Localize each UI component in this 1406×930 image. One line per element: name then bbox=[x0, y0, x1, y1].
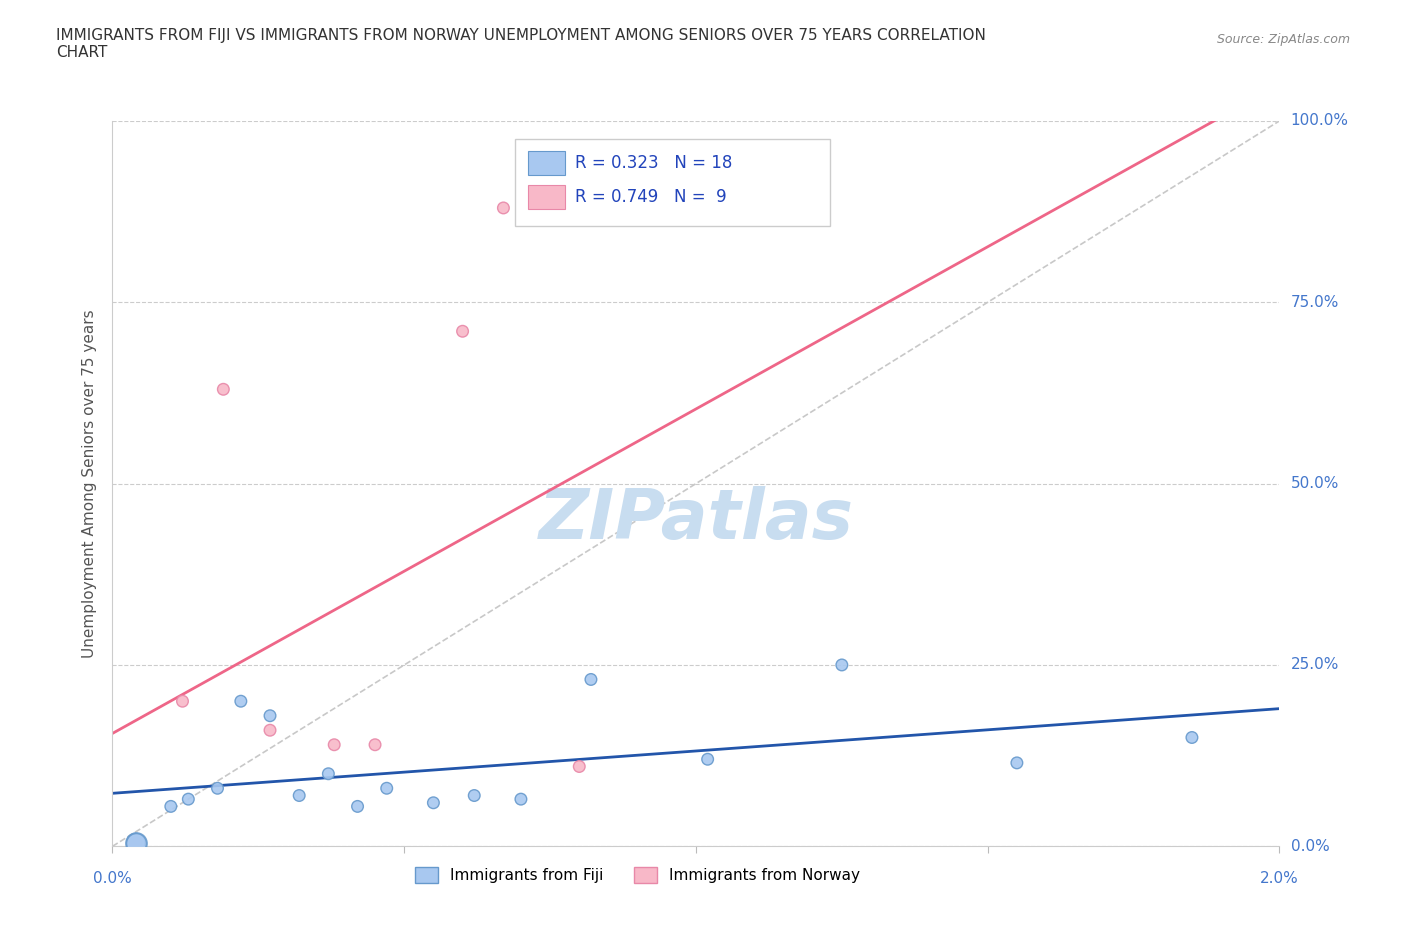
Point bbox=[318, 766, 340, 781]
Text: 0.0%: 0.0% bbox=[1291, 839, 1329, 854]
Point bbox=[125, 835, 148, 850]
Point bbox=[364, 737, 387, 752]
Point bbox=[346, 799, 368, 814]
Point bbox=[160, 799, 183, 814]
Legend: Immigrants from Fiji, Immigrants from Norway: Immigrants from Fiji, Immigrants from No… bbox=[409, 861, 866, 889]
Text: Source: ZipAtlas.com: Source: ZipAtlas.com bbox=[1216, 33, 1350, 46]
Text: ZIPatlas: ZIPatlas bbox=[538, 486, 853, 553]
Point bbox=[323, 737, 346, 752]
Point bbox=[288, 788, 311, 803]
Point bbox=[1005, 755, 1028, 770]
Text: 25.0%: 25.0% bbox=[1291, 658, 1339, 672]
Text: IMMIGRANTS FROM FIJI VS IMMIGRANTS FROM NORWAY UNEMPLOYMENT AMONG SENIORS OVER 7: IMMIGRANTS FROM FIJI VS IMMIGRANTS FROM … bbox=[56, 28, 986, 60]
FancyBboxPatch shape bbox=[515, 139, 830, 226]
Point bbox=[259, 723, 281, 737]
Text: R = 0.323   N = 18: R = 0.323 N = 18 bbox=[575, 154, 733, 172]
Y-axis label: Unemployment Among Seniors over 75 years: Unemployment Among Seniors over 75 years bbox=[82, 310, 97, 658]
Point bbox=[125, 835, 148, 850]
Text: 2.0%: 2.0% bbox=[1260, 871, 1299, 886]
Point bbox=[463, 788, 485, 803]
Point bbox=[125, 835, 148, 850]
Text: 75.0%: 75.0% bbox=[1291, 295, 1339, 310]
Point bbox=[696, 751, 718, 766]
Point bbox=[422, 795, 444, 810]
Point bbox=[375, 781, 398, 796]
Point bbox=[451, 324, 474, 339]
Text: 50.0%: 50.0% bbox=[1291, 476, 1339, 491]
Text: R = 0.749   N =  9: R = 0.749 N = 9 bbox=[575, 188, 727, 206]
Point bbox=[492, 201, 515, 216]
Point bbox=[831, 658, 853, 672]
Point bbox=[207, 781, 229, 796]
Point bbox=[172, 694, 194, 709]
Text: 100.0%: 100.0% bbox=[1291, 113, 1348, 128]
Point bbox=[212, 382, 235, 397]
Point bbox=[568, 759, 591, 774]
Point bbox=[1181, 730, 1204, 745]
FancyBboxPatch shape bbox=[527, 185, 565, 208]
Point bbox=[177, 791, 200, 806]
Point bbox=[579, 672, 602, 687]
Point bbox=[509, 791, 531, 806]
Text: 0.0%: 0.0% bbox=[93, 871, 132, 886]
Point bbox=[229, 694, 252, 709]
FancyBboxPatch shape bbox=[527, 152, 565, 175]
Point bbox=[259, 709, 281, 724]
